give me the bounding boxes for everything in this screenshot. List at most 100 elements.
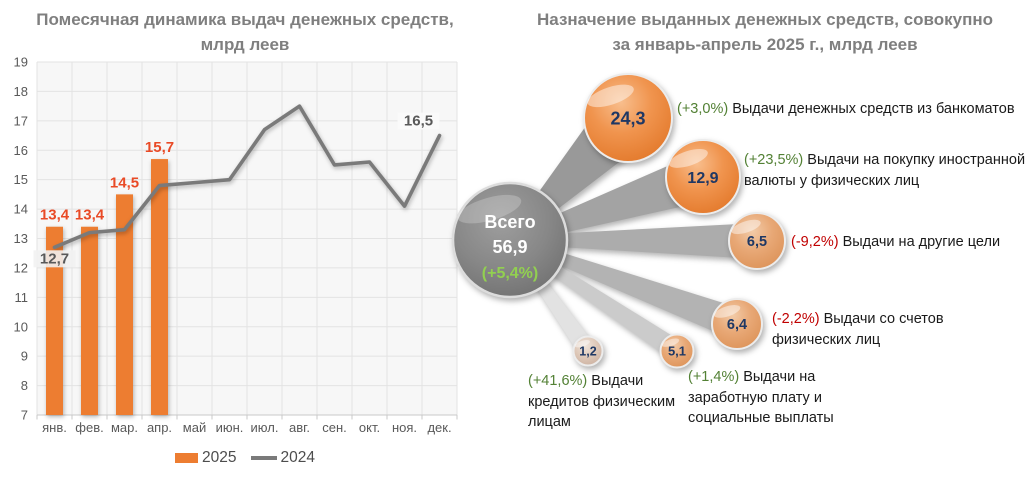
legend-line-swatch [250, 456, 277, 460]
line-first-label: 12,7 [40, 250, 69, 267]
legend-label-2025: 2025 [202, 449, 237, 466]
monthly-dynamics-chart: 19 18 17 16 15 14 13 12 11 10 9 8 7 янв. фев. мар. апр. м… [14, 55, 458, 435]
bubble-highlight [587, 84, 634, 108]
bar-data-label: 13,4 [75, 207, 105, 224]
x-axis-labels: янв. фев. мар. апр. май июн. июл. авг. сен. окт. н… [42, 420, 451, 435]
bubble-text: Выдачи кредитов физическим лицам [528, 373, 676, 431]
bar-2025 [151, 159, 168, 415]
center-value: 56,9 [492, 237, 527, 257]
beam-1 [534, 159, 697, 239]
bubble-text: Выдачи на покупку иностранной валюты у ф… [744, 152, 1026, 189]
beam-4 [530, 251, 678, 356]
bubble-circle [583, 73, 673, 163]
beam-2 [538, 223, 746, 259]
bubble-text: Выдачи со счетов физических лиц [772, 311, 944, 348]
bubble-pct: (+41,6%) [528, 373, 592, 389]
legend-item-2024: 2024 [250, 449, 315, 467]
y-tick-label: 11 [15, 290, 29, 305]
chart-legend: 2025 2024 [0, 449, 470, 467]
x-tick-label: авг. [289, 420, 310, 435]
bubble-circle [728, 212, 786, 270]
y-tick-label: 10 [14, 319, 28, 334]
bubble-circle [711, 298, 763, 350]
x-tick-label: сен. [322, 420, 347, 435]
bubble-label-3: (-2,2%) Выдачи со счетов физических лиц [772, 309, 967, 350]
bubble-circle [572, 335, 604, 367]
gridlines [36, 61, 458, 416]
x-axis [36, 414, 458, 420]
beam-3 [534, 245, 734, 336]
bar-2025 [81, 226, 98, 415]
x-tick-label: окт. [359, 420, 380, 435]
y-tick-label: 17 [14, 113, 28, 128]
line-label-bg [397, 112, 440, 130]
bubble-highlight [668, 148, 708, 168]
legend-label-2024: 2024 [280, 449, 315, 466]
bubble-value: 6,5 [747, 234, 767, 250]
x-tick-label: июн. [216, 420, 244, 435]
bubble-value: 5,1 [668, 344, 686, 359]
bubble-circle [665, 139, 741, 215]
x-tick-label: мар. [111, 420, 138, 435]
right-chart-title: Назначение выданных денежных средств, со… [537, 10, 993, 54]
bubble-label-2: (-9,2%) Выдачи на другие цели [791, 232, 1026, 253]
bubble-value: 6,4 [727, 317, 747, 333]
bubble-circle [659, 333, 695, 369]
bubble-highlight [661, 338, 680, 347]
x-tick-label: фев. [75, 420, 103, 435]
center-label: Всего [484, 212, 535, 232]
purpose-bubble-chart: Всего 56,9 (+5,4%) 24,3 12,9 6,5 6,4 5,1 1,2 [451, 73, 786, 369]
x-tick-label: янв. [42, 420, 67, 435]
bubble-highlight [574, 340, 590, 348]
bubble-pct: (+1,4%) [688, 369, 744, 385]
center-highlight [457, 194, 522, 224]
bubble-text: Выдачи на другие цели [842, 234, 1001, 250]
line-label-bg [33, 250, 76, 268]
bubble-highlight [713, 305, 741, 318]
center-bubble: Всего 56,9 (+5,4%) [451, 181, 569, 299]
bubble-label-0: (+3,0%) Выдачи денежных средств из банко… [677, 99, 1027, 120]
y-tick-label: 12 [14, 260, 28, 275]
bubble-text: Выдачи денежных средств из банкоматов [732, 101, 1015, 117]
bar-2025 [116, 194, 133, 415]
y-tick-label: 16 [14, 143, 28, 158]
x-tick-label: ноя. [392, 420, 417, 435]
bubble-value: 1,2 [579, 345, 596, 359]
bar-data-label: 13,4 [40, 207, 70, 224]
bubble-2: 6,5 [728, 212, 786, 270]
bubble-label-1: (+23,5%) Выдачи на покупку иностранной в… [744, 150, 1030, 191]
bubble-5: 1,2 [572, 335, 604, 367]
bubble-1: 12,9 [665, 139, 741, 215]
bubble-0: 24,3 [583, 73, 673, 163]
line-2024 [52, 104, 442, 250]
y-tick-label: 7 [21, 408, 28, 423]
y-tick-label: 14 [14, 202, 28, 217]
y-tick-label: 8 [21, 378, 28, 393]
bar-data-label: 15,7 [145, 139, 174, 156]
x-tick-label: июл. [251, 420, 279, 435]
center-circle [451, 181, 569, 299]
y-tick-label: 18 [14, 84, 28, 99]
bubble-label-5: (+41,6%) Выдачи кредитов физическим лица… [528, 371, 708, 433]
bubble-pct: (-9,2%) [791, 234, 843, 250]
y-tick-label: 19 [14, 55, 28, 70]
bubble-highlight [731, 219, 761, 235]
legend-item-2025: 2025 [175, 449, 237, 467]
x-tick-label: дек. [427, 420, 451, 435]
y-tick-label: 9 [21, 349, 28, 364]
center-pct: (+5,4%) [482, 265, 538, 282]
bar-data-label: 14,5 [110, 174, 139, 191]
bubble-label-4: (+1,4%) Выдачи на заработную плату и соц… [688, 367, 868, 429]
y-tick-label: 15 [14, 172, 28, 187]
bubble-text: Выдачи на заработную плату и социальные … [688, 369, 834, 427]
y-tick-label: 13 [14, 231, 28, 246]
left-chart-title: Помесячная динамика выдач денежных средс… [36, 10, 454, 54]
bubble-value: 24,3 [610, 108, 645, 128]
bubble-value: 12,9 [687, 170, 718, 187]
x-tick-label: май [183, 420, 206, 435]
bar-2025 [46, 226, 63, 415]
bars-2025 [46, 159, 168, 415]
bubble-pct: (-2,2%) [772, 311, 824, 327]
bubble-3: 6,4 [711, 298, 763, 350]
